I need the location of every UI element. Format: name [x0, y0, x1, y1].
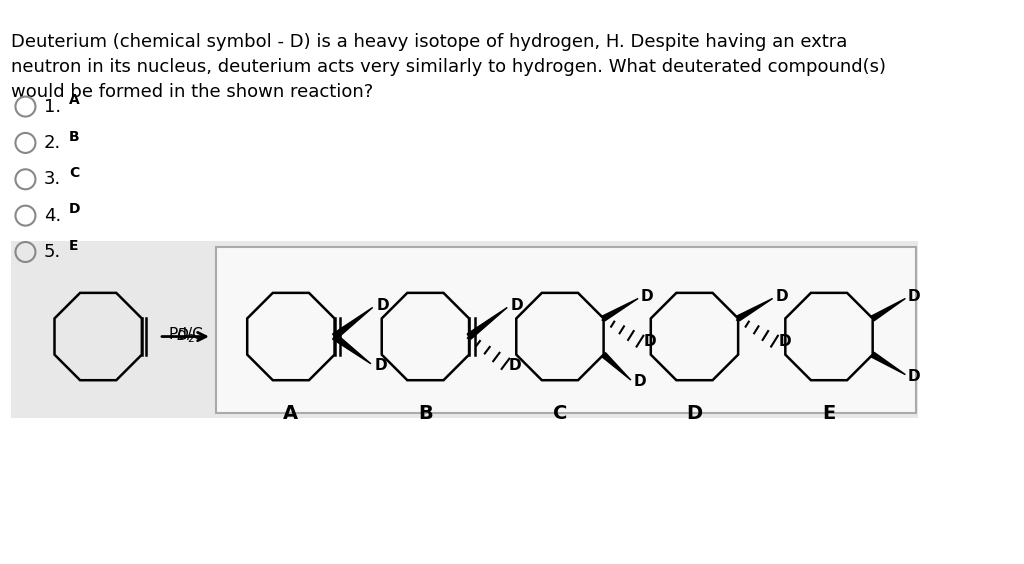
Text: D: D — [644, 334, 656, 349]
Text: D: D — [634, 374, 646, 389]
Polygon shape — [382, 293, 469, 380]
Text: A: A — [284, 404, 298, 423]
Text: Deuterium (chemical symbol - D) is a heavy isotope of hydrogen, H. Despite havin: Deuterium (chemical symbol - D) is a hea… — [11, 33, 886, 101]
Text: 4.: 4. — [44, 206, 60, 224]
Text: 3.: 3. — [44, 170, 60, 188]
Text: D: D — [377, 298, 389, 313]
Text: E: E — [69, 239, 79, 253]
Text: D: D — [686, 404, 702, 423]
Polygon shape — [785, 293, 872, 380]
Polygon shape — [651, 293, 738, 380]
Text: Pd/C: Pd/C — [168, 328, 203, 342]
Polygon shape — [602, 298, 638, 321]
Polygon shape — [247, 293, 335, 380]
Text: $D_2$: $D_2$ — [176, 326, 196, 345]
Bar — [11, 241, 919, 418]
Text: D: D — [641, 289, 653, 304]
Polygon shape — [54, 293, 142, 380]
Text: D: D — [908, 369, 921, 384]
Text: 5.: 5. — [44, 243, 60, 261]
Text: C: C — [69, 166, 79, 180]
Text: D: D — [778, 334, 791, 349]
Text: A: A — [69, 93, 80, 107]
Polygon shape — [871, 352, 905, 374]
Text: D: D — [375, 358, 387, 373]
Text: D: D — [775, 289, 788, 304]
Text: D: D — [908, 289, 921, 304]
Polygon shape — [333, 334, 371, 364]
Text: B: B — [69, 130, 80, 144]
Polygon shape — [736, 298, 773, 321]
Text: D: D — [511, 298, 523, 313]
Polygon shape — [467, 307, 507, 339]
Text: B: B — [418, 404, 433, 423]
Text: C: C — [553, 404, 567, 423]
Text: 2.: 2. — [44, 134, 60, 152]
Text: 1.: 1. — [44, 98, 60, 116]
Text: D: D — [509, 358, 521, 373]
Polygon shape — [516, 293, 603, 380]
Text: D: D — [69, 202, 81, 216]
Text: E: E — [822, 404, 836, 423]
Polygon shape — [602, 352, 631, 380]
Polygon shape — [871, 298, 905, 321]
Polygon shape — [333, 307, 373, 339]
Bar — [216, 248, 916, 413]
